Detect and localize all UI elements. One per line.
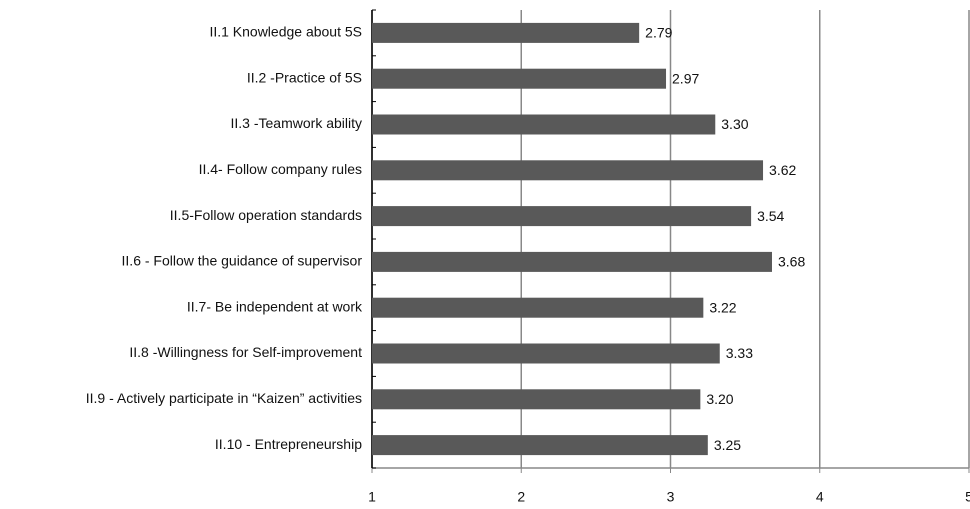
y-tick-label: II.4- Follow company rules: [199, 161, 362, 177]
bar: [372, 251, 772, 272]
y-tick-label: II.3 -Teamwork ability: [231, 115, 362, 131]
y-tick-label: II.5-Follow operation standards: [170, 207, 362, 223]
bar: [372, 343, 720, 364]
data-label: 3.30: [721, 116, 748, 132]
x-tick-label: 4: [816, 489, 824, 505]
y-tick-label: II.1 Knowledge about 5S: [209, 24, 362, 40]
bar: [372, 297, 704, 318]
bar: [372, 22, 640, 43]
data-label: 3.33: [726, 345, 753, 361]
data-label: 2.97: [672, 70, 699, 86]
x-tick-label: 5: [965, 489, 970, 505]
data-label: 3.62: [769, 162, 796, 178]
data-label: 2.79: [645, 25, 672, 41]
data-label: 3.20: [706, 391, 733, 407]
bar: [372, 206, 752, 227]
x-tick-label: 3: [667, 489, 675, 505]
y-tick-label: II.10 - Entrepreneurship: [215, 436, 362, 452]
bar: [372, 160, 764, 181]
y-tick-label: II.9 - Actively participate in “Kaizen” …: [86, 390, 362, 406]
bar: [372, 389, 701, 410]
data-label: 3.68: [778, 254, 805, 270]
bar: [372, 435, 708, 456]
data-label: 3.22: [709, 299, 736, 315]
data-label: 3.25: [714, 437, 741, 453]
x-tick-label: 2: [517, 489, 525, 505]
x-tick-label: 1: [368, 489, 376, 505]
y-tick-label: II.6 - Follow the guidance of supervisor: [122, 253, 363, 269]
y-tick-label: II.7- Be independent at work: [187, 298, 363, 314]
y-tick-label: II.8 -Willingness for Self-improvement: [129, 344, 362, 360]
data-label: 3.54: [757, 208, 784, 224]
bar: [372, 114, 716, 135]
bar: [372, 68, 667, 89]
y-tick-label: II.2 -Practice of 5S: [247, 69, 362, 85]
